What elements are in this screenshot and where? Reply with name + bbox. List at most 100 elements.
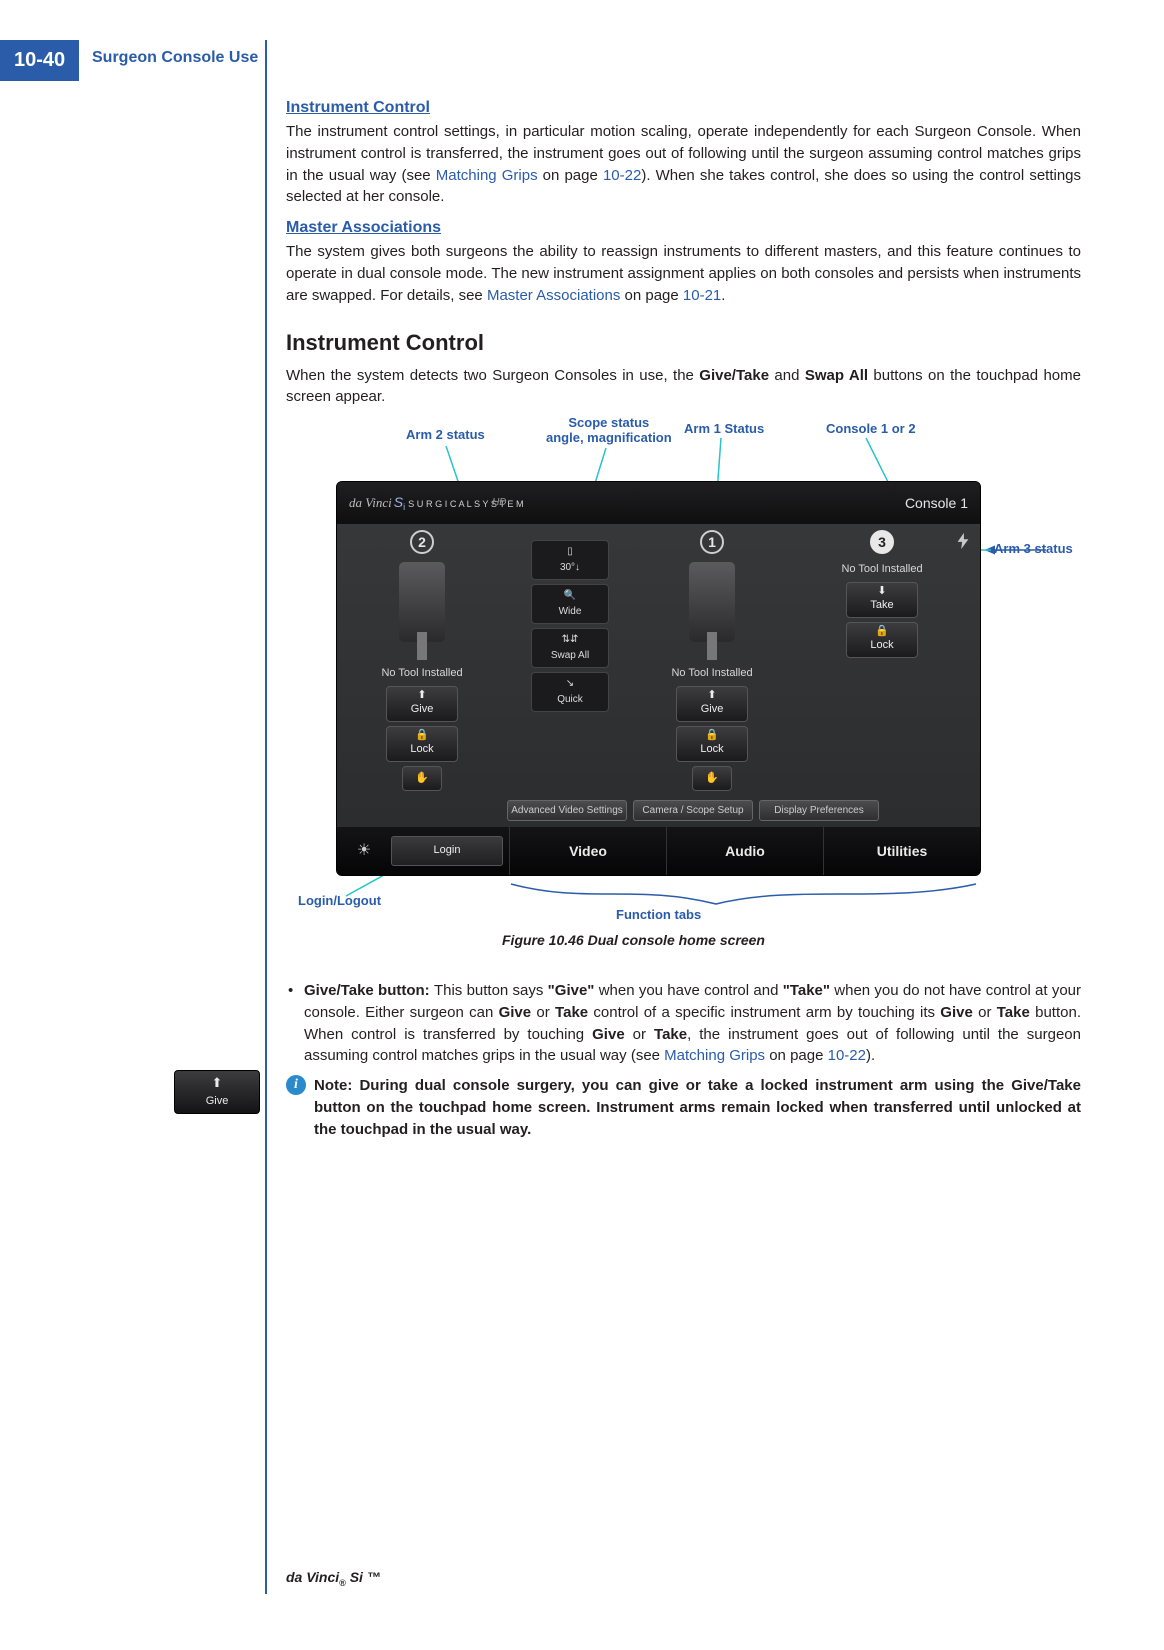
registered-mark: ® [339, 1578, 346, 1588]
text-bold: Take [997, 1004, 1030, 1021]
arm3-take-button[interactable]: ⬇Take [846, 582, 918, 618]
subtab-camera-scope[interactable]: Camera / Scope Setup [633, 800, 753, 822]
note-text: Note: During dual console surgery, you c… [314, 1075, 1081, 1140]
text-bold: Take [654, 1026, 687, 1043]
subhead-instrument-control: Instrument Control [286, 96, 1081, 119]
subtab-display-prefs[interactable]: Display Preferences [759, 800, 879, 822]
callout-tabs: Function tabs [616, 908, 701, 923]
login-button[interactable]: Login [391, 836, 503, 866]
text: angle, magnification [546, 430, 672, 445]
tab-utilities[interactable]: Utilities [823, 827, 980, 875]
bullet-marker: • [288, 980, 293, 1002]
text-bold: "Take" [783, 982, 830, 999]
arm1-badge: 1 [700, 530, 724, 554]
figure-caption: Figure 10.46 Dual console home screen [286, 930, 981, 950]
running-head: Surgeon Console Use [92, 46, 258, 69]
up-arrow-icon: ⬆ [707, 690, 716, 701]
give-button-thumbnail: ⬆ Give [174, 1070, 260, 1114]
link-matching-grips[interactable]: Matching Grips [436, 167, 538, 184]
text-bold: "Give" [548, 982, 595, 999]
scope-mag-button[interactable]: 🔍Wide [531, 584, 609, 624]
text: on page [620, 287, 683, 304]
hand-icon: ✋ [705, 773, 719, 784]
text-bold: Swap All [805, 367, 868, 384]
text: Scope status [568, 415, 649, 430]
text-bold: Take [555, 1004, 588, 1021]
content-area: Instrument Control The instrument contro… [286, 90, 1081, 1140]
callout-arm3: Arm 3 status [994, 542, 1073, 557]
scope-angle-button[interactable]: ▯30°↓ [531, 540, 609, 580]
para-instrument-control: The instrument control settings, in part… [286, 121, 1081, 208]
logo-text: da Vinci [349, 495, 392, 510]
subtab-advanced-video[interactable]: Advanced Video Settings [507, 800, 627, 822]
arm2-column: 2 No Tool Installed ⬆Give 🔒Lock ✋ [347, 524, 497, 824]
subtab-row: Advanced Video Settings Camera / Scope S… [507, 800, 879, 822]
label: 30°↓ [560, 561, 580, 576]
tab-video[interactable]: Video [509, 827, 666, 875]
link-page-10-21[interactable]: 10-21 [683, 287, 721, 304]
text: This button says [434, 982, 548, 999]
console-indicator: Console 1 [905, 493, 968, 513]
info-icon: i [286, 1075, 306, 1095]
text: on page [538, 167, 603, 184]
scope-icon: ▯ [567, 545, 573, 560]
arm2-instrument-icon [399, 562, 445, 642]
link-master-associations[interactable]: Master Associations [487, 287, 620, 304]
text: da Vinci [286, 1569, 339, 1585]
page-number: 10-40 [0, 40, 79, 81]
arm2-lock-button[interactable]: 🔒Lock [386, 726, 458, 762]
swap-all-button[interactable]: ⇅⇵Swap All [531, 628, 609, 668]
arm1-hand-button[interactable]: ✋ [692, 766, 732, 791]
label: Wide [559, 605, 582, 620]
hd-badge: HD [492, 496, 506, 511]
quick-button[interactable]: ↘Quick [531, 672, 609, 712]
scope-column: ▯30°↓ 🔍Wide ⇅⇵Swap All ↘Quick [515, 524, 625, 824]
arm2-give-button[interactable]: ⬆Give [386, 686, 458, 722]
brightness-icon[interactable]: ☀ [337, 839, 391, 862]
down-arrow-icon: ⬇ [877, 586, 886, 597]
lock-icon: 🔒 [875, 626, 889, 637]
callout-scope: Scope status angle, magnification [546, 416, 672, 446]
arm1-instrument-icon [689, 562, 735, 642]
para-intro: When the system detects two Surgeon Cons… [286, 365, 1081, 409]
logo-si: S [394, 494, 403, 510]
tab-audio[interactable]: Audio [666, 827, 823, 875]
text-bold: Give/Take button: [304, 982, 434, 999]
callout-login: Login/Logout [298, 894, 381, 909]
label: Give [701, 702, 724, 718]
arm1-give-button[interactable]: ⬆Give [676, 686, 748, 722]
footer-product-name: da Vinci® Si ™ [286, 1567, 381, 1590]
hand-icon: ✋ [415, 773, 429, 784]
link-page-10-22[interactable]: 10-22 [603, 167, 641, 184]
label: Give [411, 702, 434, 718]
text: or [531, 1004, 555, 1021]
link-page-10-22-b[interactable]: 10-22 [828, 1047, 866, 1064]
label: Quick [557, 693, 583, 708]
arm2-hand-button[interactable]: ✋ [402, 766, 442, 791]
bullet-give-take: • Give/Take button: This button says "Gi… [304, 980, 1081, 1067]
arm1-lock-button[interactable]: 🔒Lock [676, 726, 748, 762]
arm2-no-tool: No Tool Installed [347, 666, 497, 682]
text: control of a specific instrument arm by … [588, 1004, 940, 1021]
arm3-column: 3 No Tool Installed ⬇Take 🔒Lock [807, 524, 957, 824]
text-bold: Give [940, 1004, 973, 1021]
text-bold: Give/Take [699, 367, 769, 384]
touchpad-bottom-bar: ☀ Login Video Audio Utilities [337, 827, 980, 875]
touchpad-screen: da VinciSi S U R G I C A L S Y S T E M H… [336, 481, 981, 876]
up-arrow-icon: ⬆ [212, 1074, 223, 1093]
swap-icon: ⇅⇵ [562, 633, 579, 648]
text: or [973, 1004, 997, 1021]
link-matching-grips-2[interactable]: Matching Grips [664, 1047, 765, 1064]
arm2-badge: 2 [410, 530, 434, 554]
figure-dual-console: Arm 2 status Scope status angle, magnifi… [286, 416, 1081, 976]
arm3-lock-button[interactable]: 🔒Lock [846, 622, 918, 658]
arm1-column: 1 No Tool Installed ⬆Give 🔒Lock ✋ [637, 524, 787, 824]
magnify-icon: 🔍 [564, 589, 576, 604]
label: Lock [410, 742, 433, 758]
label: Lock [870, 638, 893, 654]
note-block: i Note: During dual console surgery, you… [286, 1075, 1081, 1140]
text: when you have control and [594, 982, 782, 999]
touchpad-body: 2 No Tool Installed ⬆Give 🔒Lock ✋ ▯30°↓ … [337, 524, 980, 824]
lock-icon: 🔒 [415, 730, 429, 741]
label: Lock [700, 742, 723, 758]
